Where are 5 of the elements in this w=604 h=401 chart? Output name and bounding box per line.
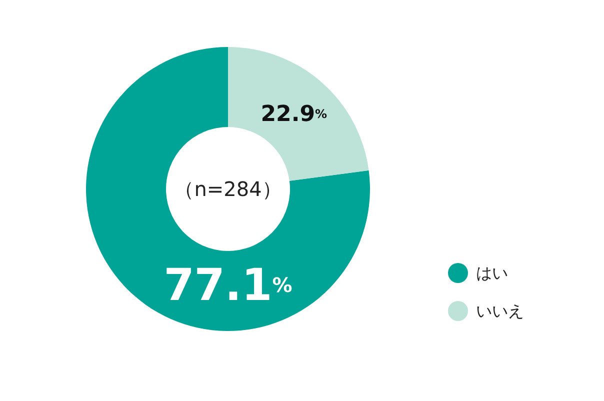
legend-label: はい [476, 264, 508, 282]
text: （n=284） [174, 177, 282, 201]
data-label: 77.1% [164, 260, 292, 310]
data-label: 22.9% [260, 101, 328, 126]
legend-label: いいえ [476, 302, 524, 320]
